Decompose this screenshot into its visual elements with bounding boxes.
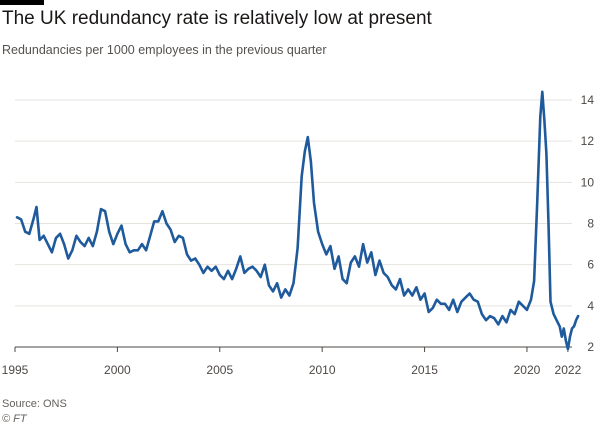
axes: 2 4 6 8 10 12 14 1995 2000 2005 2010 2015 2020 2022 xyxy=(2,93,595,377)
y-tick-label: 14 xyxy=(581,93,595,107)
x-tick-label: 2020 xyxy=(514,363,541,377)
y-tick-label: 2 xyxy=(587,340,594,354)
y-tick-label: 4 xyxy=(587,299,594,313)
chart-subtitle: Redundancies per 1000 employees in the p… xyxy=(2,43,327,57)
top-accent-bar xyxy=(0,0,44,5)
chart-title: The UK redundancy rate is relatively low… xyxy=(2,8,432,29)
x-tick-label: 2005 xyxy=(206,363,233,377)
x-tick-label: 2000 xyxy=(104,363,131,377)
y-tick-label: 12 xyxy=(581,134,595,148)
source-note: Source: ONS xyxy=(2,398,67,410)
y-tick-label: 6 xyxy=(587,258,594,272)
redundancy-rate-line xyxy=(15,90,580,351)
x-tick-label: 2022 xyxy=(555,363,582,377)
x-tick-label: 2015 xyxy=(411,363,438,377)
x-tick-label: 2010 xyxy=(309,363,336,377)
series-layer xyxy=(15,90,580,351)
y-tick-label: 10 xyxy=(581,175,595,189)
ft-credit: © FT xyxy=(2,413,27,425)
y-tick-label: 8 xyxy=(587,217,594,231)
x-tick-label: 1995 xyxy=(2,363,29,377)
